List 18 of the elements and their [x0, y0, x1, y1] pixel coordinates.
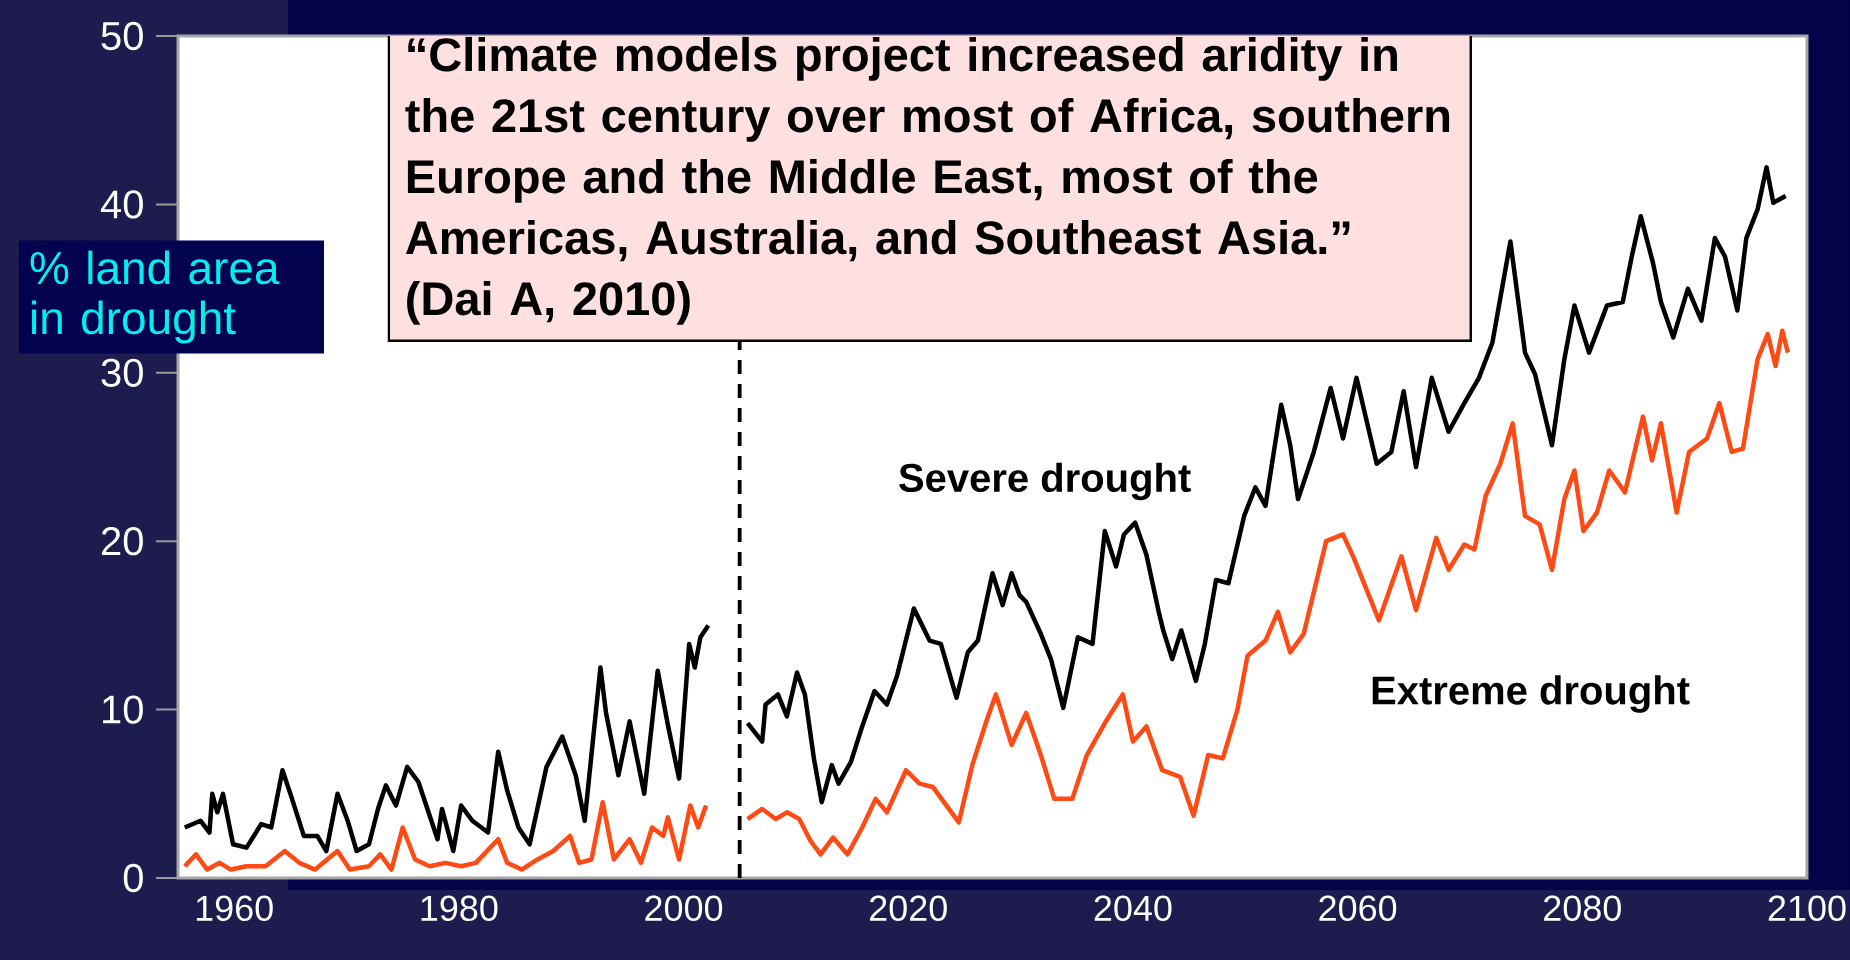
x-tick-label: 2000: [645, 895, 723, 921]
x-tick-label: 2040: [1094, 895, 1172, 921]
series-label: Severe drought: [899, 462, 1191, 501]
y-tick-label: 10: [103, 695, 143, 724]
y-tick-label: 40: [100, 190, 143, 219]
y-tick-label: 30: [101, 358, 143, 387]
x-tick-label: 1980: [421, 895, 498, 921]
annotation: “Climate models project increased aridity in the 21st century over most of Africa, southern Europe and the Middle East, most of the Americas, Australia, and Southeast Asia.” (Dai A, 2010): [405, 36, 1450, 325]
y-tick-label: 20: [101, 527, 143, 556]
x-tick-label: 2020: [870, 895, 947, 921]
y-tick-label: 0: [123, 863, 143, 893]
x-tick-label: 2060: [1319, 895, 1397, 921]
x-tick-label: 2080: [1544, 895, 1621, 921]
y-tick-label: 50: [101, 21, 143, 51]
y-axis-title: % land area in drought: [30, 250, 280, 344]
series-label: Extreme drought: [1372, 675, 1690, 713]
x-tick-label: 1960: [196, 895, 273, 921]
x-tick-label: 2100: [1768, 895, 1846, 921]
